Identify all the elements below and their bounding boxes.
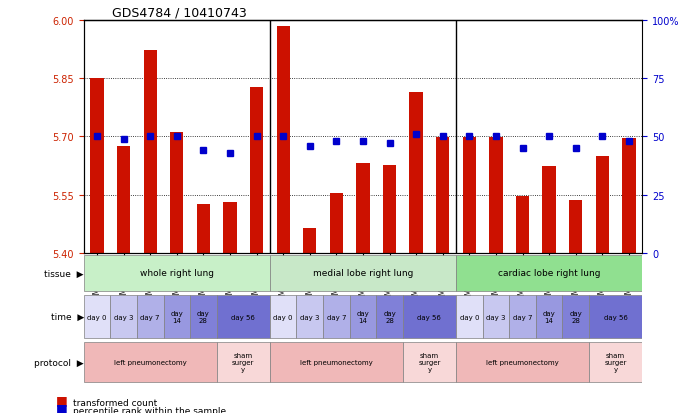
Text: sham
surger
y: sham surger y [604, 352, 627, 372]
Text: ■: ■ [56, 401, 68, 413]
Bar [223, 203, 237, 253]
FancyBboxPatch shape [589, 343, 642, 382]
FancyBboxPatch shape [84, 343, 216, 382]
Text: GDS4784 / 10410743: GDS4784 / 10410743 [112, 7, 246, 19]
Text: day
28: day 28 [570, 310, 582, 323]
Bar [91, 79, 104, 253]
Bar [303, 228, 316, 253]
FancyBboxPatch shape [190, 296, 216, 338]
Text: day 56: day 56 [231, 314, 255, 320]
Text: day
28: day 28 [197, 310, 210, 323]
Text: day
14: day 14 [543, 310, 556, 323]
FancyBboxPatch shape [216, 343, 270, 382]
Bar [463, 138, 476, 253]
Text: sham
surger
y: sham surger y [418, 352, 440, 372]
Bar [542, 167, 556, 253]
Text: day 7: day 7 [327, 314, 346, 320]
FancyBboxPatch shape [84, 296, 110, 338]
FancyBboxPatch shape [563, 296, 589, 338]
Bar [144, 51, 157, 253]
Bar [356, 164, 370, 253]
Bar [436, 138, 450, 253]
FancyBboxPatch shape [403, 296, 456, 338]
Text: day 3: day 3 [300, 314, 320, 320]
Text: day
28: day 28 [383, 310, 396, 323]
Bar [410, 93, 423, 253]
Bar [383, 166, 396, 253]
Bar [569, 201, 582, 253]
Text: percentile rank within the sample: percentile rank within the sample [73, 406, 226, 413]
Bar [117, 146, 131, 253]
Bar [250, 88, 263, 253]
Text: medial lobe right lung: medial lobe right lung [313, 269, 413, 278]
FancyBboxPatch shape [403, 343, 456, 382]
Bar [595, 157, 609, 253]
Text: day
14: day 14 [357, 310, 369, 323]
FancyBboxPatch shape [270, 343, 403, 382]
Text: cardiac lobe right lung: cardiac lobe right lung [498, 269, 600, 278]
Bar [622, 139, 635, 253]
Text: sham
surger
y: sham surger y [232, 352, 255, 372]
FancyBboxPatch shape [510, 296, 536, 338]
Text: left pneumonectomy: left pneumonectomy [114, 359, 186, 365]
Text: day 7: day 7 [513, 314, 533, 320]
Text: day 3: day 3 [114, 314, 133, 320]
Text: day 0: day 0 [459, 314, 479, 320]
FancyBboxPatch shape [456, 343, 589, 382]
FancyBboxPatch shape [482, 296, 510, 338]
FancyBboxPatch shape [84, 255, 270, 291]
FancyBboxPatch shape [137, 296, 163, 338]
Bar [276, 26, 290, 253]
Text: transformed count: transformed count [73, 398, 158, 407]
Bar [197, 205, 210, 253]
FancyBboxPatch shape [163, 296, 190, 338]
FancyBboxPatch shape [376, 296, 403, 338]
Text: day
14: day 14 [170, 310, 183, 323]
Text: ■: ■ [56, 393, 68, 406]
FancyBboxPatch shape [110, 296, 137, 338]
Text: day 7: day 7 [140, 314, 160, 320]
FancyBboxPatch shape [456, 255, 642, 291]
Text: whole right lung: whole right lung [140, 269, 214, 278]
Text: day 3: day 3 [487, 314, 505, 320]
Bar [489, 138, 503, 253]
Text: protocol  ▶: protocol ▶ [34, 358, 84, 367]
FancyBboxPatch shape [589, 296, 642, 338]
Text: day 56: day 56 [604, 314, 628, 320]
FancyBboxPatch shape [270, 296, 297, 338]
FancyBboxPatch shape [323, 296, 350, 338]
Text: day 0: day 0 [87, 314, 107, 320]
Text: left pneumonectomy: left pneumonectomy [300, 359, 373, 365]
Text: day 0: day 0 [274, 314, 293, 320]
Text: tissue  ▶: tissue ▶ [44, 269, 84, 278]
Text: time  ▶: time ▶ [50, 312, 84, 321]
FancyBboxPatch shape [297, 296, 323, 338]
Text: left pneumonectomy: left pneumonectomy [486, 359, 559, 365]
FancyBboxPatch shape [536, 296, 563, 338]
FancyBboxPatch shape [456, 296, 482, 338]
FancyBboxPatch shape [350, 296, 376, 338]
FancyBboxPatch shape [216, 296, 270, 338]
Text: day 56: day 56 [417, 314, 441, 320]
FancyBboxPatch shape [270, 255, 456, 291]
Bar [329, 193, 343, 253]
Bar [170, 132, 184, 253]
Bar [516, 196, 529, 253]
